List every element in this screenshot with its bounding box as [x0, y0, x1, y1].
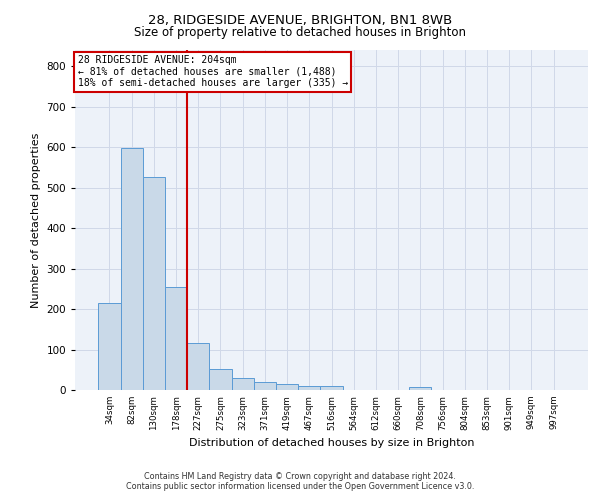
X-axis label: Distribution of detached houses by size in Brighton: Distribution of detached houses by size … [189, 438, 474, 448]
Text: Contains HM Land Registry data © Crown copyright and database right 2024.: Contains HM Land Registry data © Crown c… [144, 472, 456, 481]
Bar [187, 344, 209, 390]
Bar [298, 386, 320, 390]
Bar [254, 382, 276, 390]
Bar [121, 148, 143, 390]
Bar [209, 369, 232, 390]
Bar [165, 287, 187, 390]
Bar [276, 384, 298, 390]
Text: Contains public sector information licensed under the Open Government Licence v3: Contains public sector information licen… [126, 482, 474, 491]
Text: 28 RIDGESIDE AVENUE: 204sqm
← 81% of detached houses are smaller (1,488)
18% of : 28 RIDGESIDE AVENUE: 204sqm ← 81% of det… [77, 55, 348, 88]
Bar [98, 303, 121, 390]
Bar [143, 178, 165, 390]
Text: 28, RIDGESIDE AVENUE, BRIGHTON, BN1 8WB: 28, RIDGESIDE AVENUE, BRIGHTON, BN1 8WB [148, 14, 452, 27]
Bar [320, 386, 343, 390]
Y-axis label: Number of detached properties: Number of detached properties [31, 132, 41, 308]
Bar [409, 387, 431, 390]
Bar [232, 378, 254, 390]
Text: Size of property relative to detached houses in Brighton: Size of property relative to detached ho… [134, 26, 466, 39]
